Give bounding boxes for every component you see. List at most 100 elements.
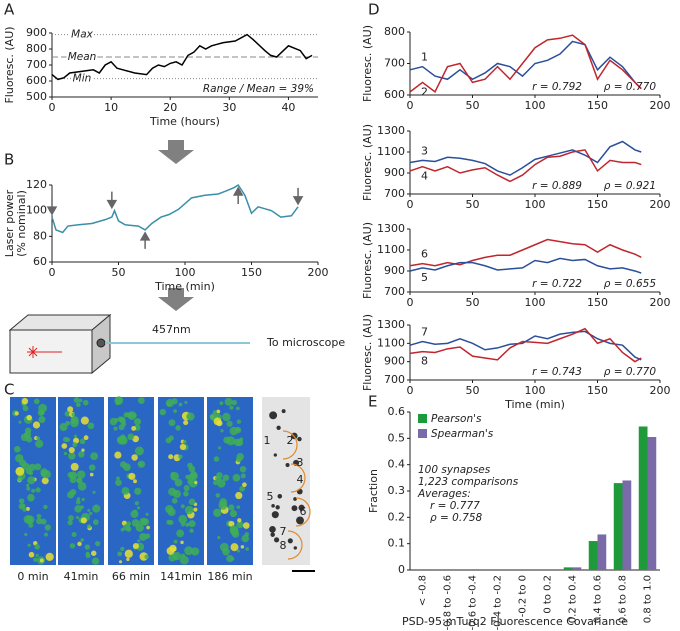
micrograph-spot [228, 504, 235, 511]
micrograph-spot [212, 480, 218, 486]
micrograph-spot [75, 499, 81, 505]
gray-spot [293, 546, 298, 550]
gray-spot [277, 493, 283, 499]
series-label: 4 [421, 170, 428, 183]
x-tick-label: 150 [241, 266, 262, 279]
micrograph-spot [33, 557, 38, 562]
gray-spot [291, 505, 298, 512]
micrograph-spot [34, 544, 40, 550]
pair-arc [287, 530, 303, 560]
event-arrow [139, 231, 151, 249]
micrograph-spot [231, 557, 235, 561]
micrograph-spot [19, 459, 27, 467]
legend-swatch [418, 429, 427, 438]
micrograph-spot [92, 519, 99, 525]
micrograph-spot [170, 472, 175, 477]
micrograph-spot [237, 518, 242, 523]
x-tick-label: 40 [281, 101, 295, 114]
micrograph-spot [240, 473, 246, 479]
x-tick-label: 50 [466, 198, 480, 211]
micrograph-spot [34, 463, 42, 471]
x-tick-label: 30 [222, 101, 236, 114]
data-line [409, 257, 642, 274]
micrograph-spot [131, 426, 137, 431]
micrograph-spot [44, 524, 51, 531]
micrograph-spot [174, 478, 183, 487]
micrograph-spot [128, 472, 136, 480]
micrograph-spot [38, 403, 47, 413]
micrograph-spot [168, 454, 174, 460]
micrograph-spot [212, 410, 217, 415]
x-tick-label: 100 [525, 99, 546, 112]
micrograph-spot [40, 518, 47, 525]
gray-spot [276, 425, 281, 430]
micrograph-spot [114, 417, 119, 423]
x-tick-label: 0 to 0.2 [543, 575, 554, 614]
data-line [51, 183, 299, 234]
micrograph-spot [139, 533, 147, 541]
micrograph-spot [137, 539, 141, 543]
micrograph-spot [176, 529, 184, 538]
micrograph-spot [228, 520, 235, 527]
y-axis-title: Fluoresc. (AU) [361, 25, 374, 102]
micrograph-spot [236, 549, 241, 553]
micrograph-spot [117, 551, 123, 557]
micrograph-spot [28, 463, 36, 471]
micrograph-spot [183, 484, 190, 492]
micrograph-spot [65, 437, 71, 443]
x-axis-title: PSD-95:mTurq2 Fluorescence Covariance [402, 615, 628, 628]
micrograph-spot [138, 397, 145, 404]
gray-spot [269, 411, 278, 420]
micrograph-spot [70, 418, 79, 428]
micrograph-spot [165, 505, 174, 514]
bar [638, 426, 648, 570]
x-tick-label: 50 [112, 266, 126, 279]
bar [613, 483, 623, 570]
data-line [409, 34, 642, 93]
legend-swatch [418, 414, 427, 423]
micrograph-spot [165, 398, 175, 408]
micrograph-spot [119, 416, 126, 423]
x-tick-label: -0.4 to -0.2 [493, 575, 504, 630]
x-tick-label: 100 [525, 198, 546, 211]
x-tick-label: 200 [650, 384, 671, 397]
y-tick-label: 700 [384, 285, 405, 298]
annotation: ρ = 0.655 [604, 278, 657, 290]
synapse-label: 4 [297, 473, 304, 486]
micrograph-spot [239, 485, 246, 492]
micrograph-spot [193, 507, 198, 512]
micrograph-spot [65, 420, 71, 426]
annotation: ρ = 0.921 [604, 180, 656, 192]
micrograph-spot [76, 477, 83, 484]
synapse-label: 5 [267, 490, 274, 503]
micrograph-spot [188, 520, 196, 528]
x-tick-label: 0 [407, 296, 414, 309]
micrograph-spot [77, 481, 87, 491]
micrograph-spot [118, 560, 123, 564]
micrograph-spot [89, 472, 94, 477]
y-tick-label: 800 [26, 42, 47, 55]
x-axis-title: Time (hours) [149, 115, 220, 128]
micrograph-spot [168, 419, 176, 427]
micrograph-spot [77, 541, 82, 547]
micrograph-spot [242, 522, 250, 529]
x-tick-label: 50 [466, 296, 480, 309]
micrograph-spot [173, 409, 177, 413]
data-line [409, 238, 642, 267]
x-tick-label: 200 [650, 198, 671, 211]
data-line [409, 327, 642, 363]
micrograph-spot [189, 528, 194, 533]
micrograph-spot [22, 507, 27, 512]
wavelength-label: 457nm [152, 323, 191, 336]
micrograph-spot [238, 523, 243, 528]
micrograph-spot [27, 493, 35, 502]
data-line [409, 140, 642, 176]
micrograph-spot [127, 433, 135, 441]
x-tick-label: 100 [525, 384, 546, 397]
micrograph-spot [78, 398, 83, 403]
reference-label: Mean [68, 51, 97, 63]
y-tick-label: 0.4 [388, 458, 406, 471]
micrograph-spot [117, 437, 121, 442]
micrograph-spot [114, 451, 122, 459]
micrograph-spot [218, 500, 228, 510]
